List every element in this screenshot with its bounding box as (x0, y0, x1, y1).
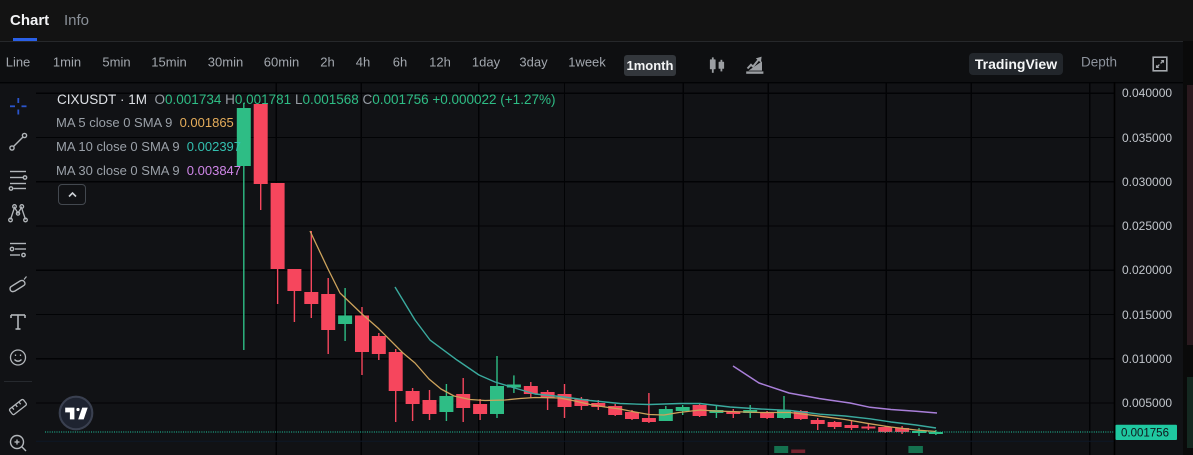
svg-text:0.020000: 0.020000 (1122, 263, 1172, 277)
svg-text:0.025000: 0.025000 (1122, 219, 1172, 233)
svg-text:0.005000: 0.005000 (1122, 396, 1172, 410)
svg-text:0.035000: 0.035000 (1122, 131, 1172, 145)
svg-text:0.010000: 0.010000 (1122, 352, 1172, 366)
svg-text:0.001756: 0.001756 (1121, 428, 1169, 440)
svg-text:0.040000: 0.040000 (1122, 86, 1172, 100)
svg-text:0.015000: 0.015000 (1122, 308, 1172, 322)
svg-text:0.030000: 0.030000 (1122, 175, 1172, 189)
